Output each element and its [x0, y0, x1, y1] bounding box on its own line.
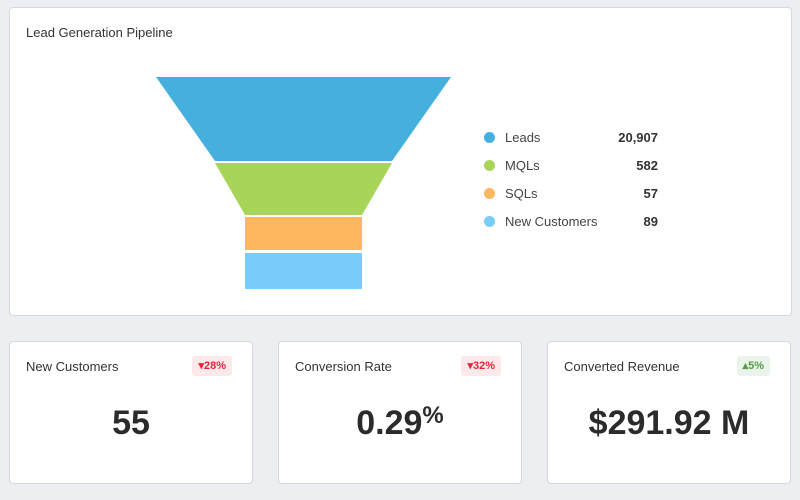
- change-badge: ▾32%: [461, 356, 501, 376]
- arrow-down-icon: ▾: [467, 360, 473, 372]
- kpi-value: $291.92 M: [548, 404, 790, 443]
- kpi-card-converted-revenue: Converted Revenue ▴5% $291.92 M: [547, 341, 791, 484]
- legend-dot-icon: [484, 159, 495, 171]
- legend-dot-icon: [484, 131, 495, 143]
- change-value: 32%: [472, 360, 495, 372]
- kpi-number: 55: [112, 404, 150, 442]
- kpi-title: Converted Revenue: [564, 359, 680, 374]
- change-badge: ▴5%: [736, 356, 770, 376]
- arrow-down-icon: ▾: [198, 360, 204, 372]
- funnel-stage-new-customers[interactable]: [245, 253, 362, 289]
- funnel-stage-leads[interactable]: [156, 77, 451, 161]
- change-badge: ▾28%: [192, 356, 232, 376]
- funnel-chart: [156, 77, 451, 289]
- card-title: Lead Generation Pipeline: [26, 25, 173, 40]
- kpi-title: Conversion Rate: [295, 359, 392, 374]
- lead-pipeline-card: Lead Generation Pipeline Leads 20,907 MQL…: [9, 7, 792, 316]
- arrow-up-icon: ▴: [742, 360, 749, 372]
- kpi-title: New Customers: [26, 359, 119, 374]
- legend-value: 57: [643, 185, 658, 201]
- kpi-card-new-customers: New Customers ▾28% 55: [9, 341, 253, 484]
- legend-item-mqls[interactable]: MQLs 582: [484, 151, 658, 179]
- funnel-stage-mqls[interactable]: [215, 163, 392, 215]
- legend-item-new-customers[interactable]: New Customers 89: [484, 207, 658, 235]
- legend-label: MQLs: [505, 157, 540, 173]
- legend-value: 20,907: [618, 129, 658, 145]
- legend-item-leads[interactable]: Leads 20,907: [484, 123, 658, 151]
- legend-dot-icon: [484, 215, 495, 227]
- kpi-number: $291.92 M: [588, 404, 750, 442]
- legend-item-sqls[interactable]: SQLs 57: [484, 179, 658, 207]
- kpi-unit: %: [422, 402, 444, 429]
- kpi-card-conversion-rate: Conversion Rate ▾32% 0.29%: [278, 341, 522, 484]
- legend-dot-icon: [484, 187, 495, 199]
- legend-value: 89: [643, 213, 658, 229]
- legend-label: New Customers: [505, 213, 598, 229]
- legend-value: 582: [636, 157, 658, 173]
- legend-label: SQLs: [505, 185, 538, 201]
- kpi-value: 0.29%: [279, 402, 521, 443]
- legend-label: Leads: [505, 129, 541, 145]
- funnel-stage-sqls[interactable]: [245, 217, 362, 250]
- change-value: 28%: [203, 360, 226, 372]
- funnel-legend: Leads 20,907 MQLs 582 SQLs 57 New Customers…: [484, 123, 658, 235]
- kpi-value: 55: [10, 404, 252, 443]
- kpi-number: 0.29: [356, 404, 423, 442]
- change-value: 5%: [748, 360, 764, 372]
